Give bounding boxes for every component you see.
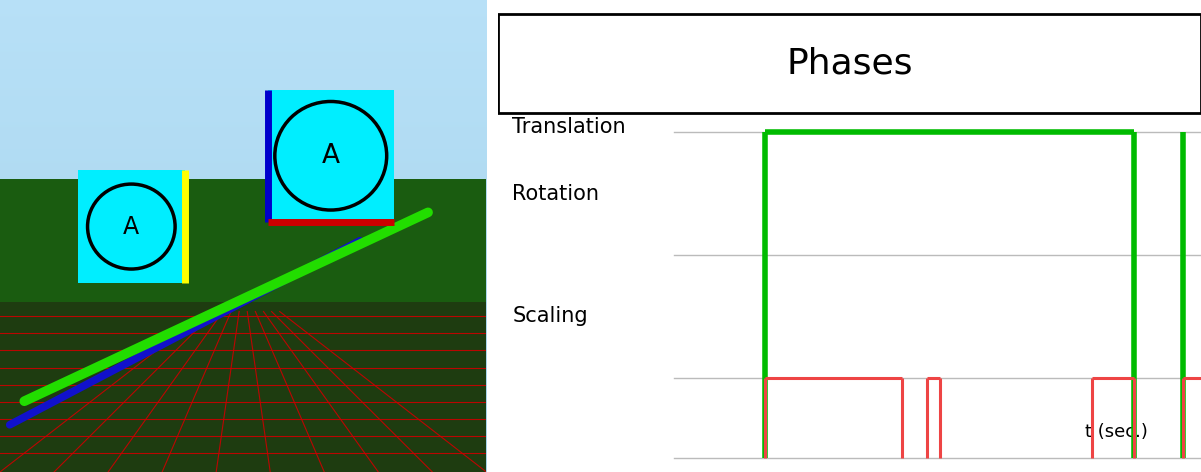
Bar [268, 90, 394, 222]
Text: A: A [322, 143, 340, 169]
Bar [498, 14, 1201, 113]
Text: Rotation: Rotation [513, 184, 599, 203]
Text: t (sec.): t (sec.) [1086, 423, 1148, 441]
Bar [78, 170, 185, 283]
Bar [0, 179, 486, 340]
Bar [0, 302, 486, 472]
Text: Scaling: Scaling [513, 306, 588, 326]
Text: Translation: Translation [513, 118, 626, 137]
Text: A: A [124, 215, 139, 238]
Text: Phases: Phases [787, 47, 913, 81]
